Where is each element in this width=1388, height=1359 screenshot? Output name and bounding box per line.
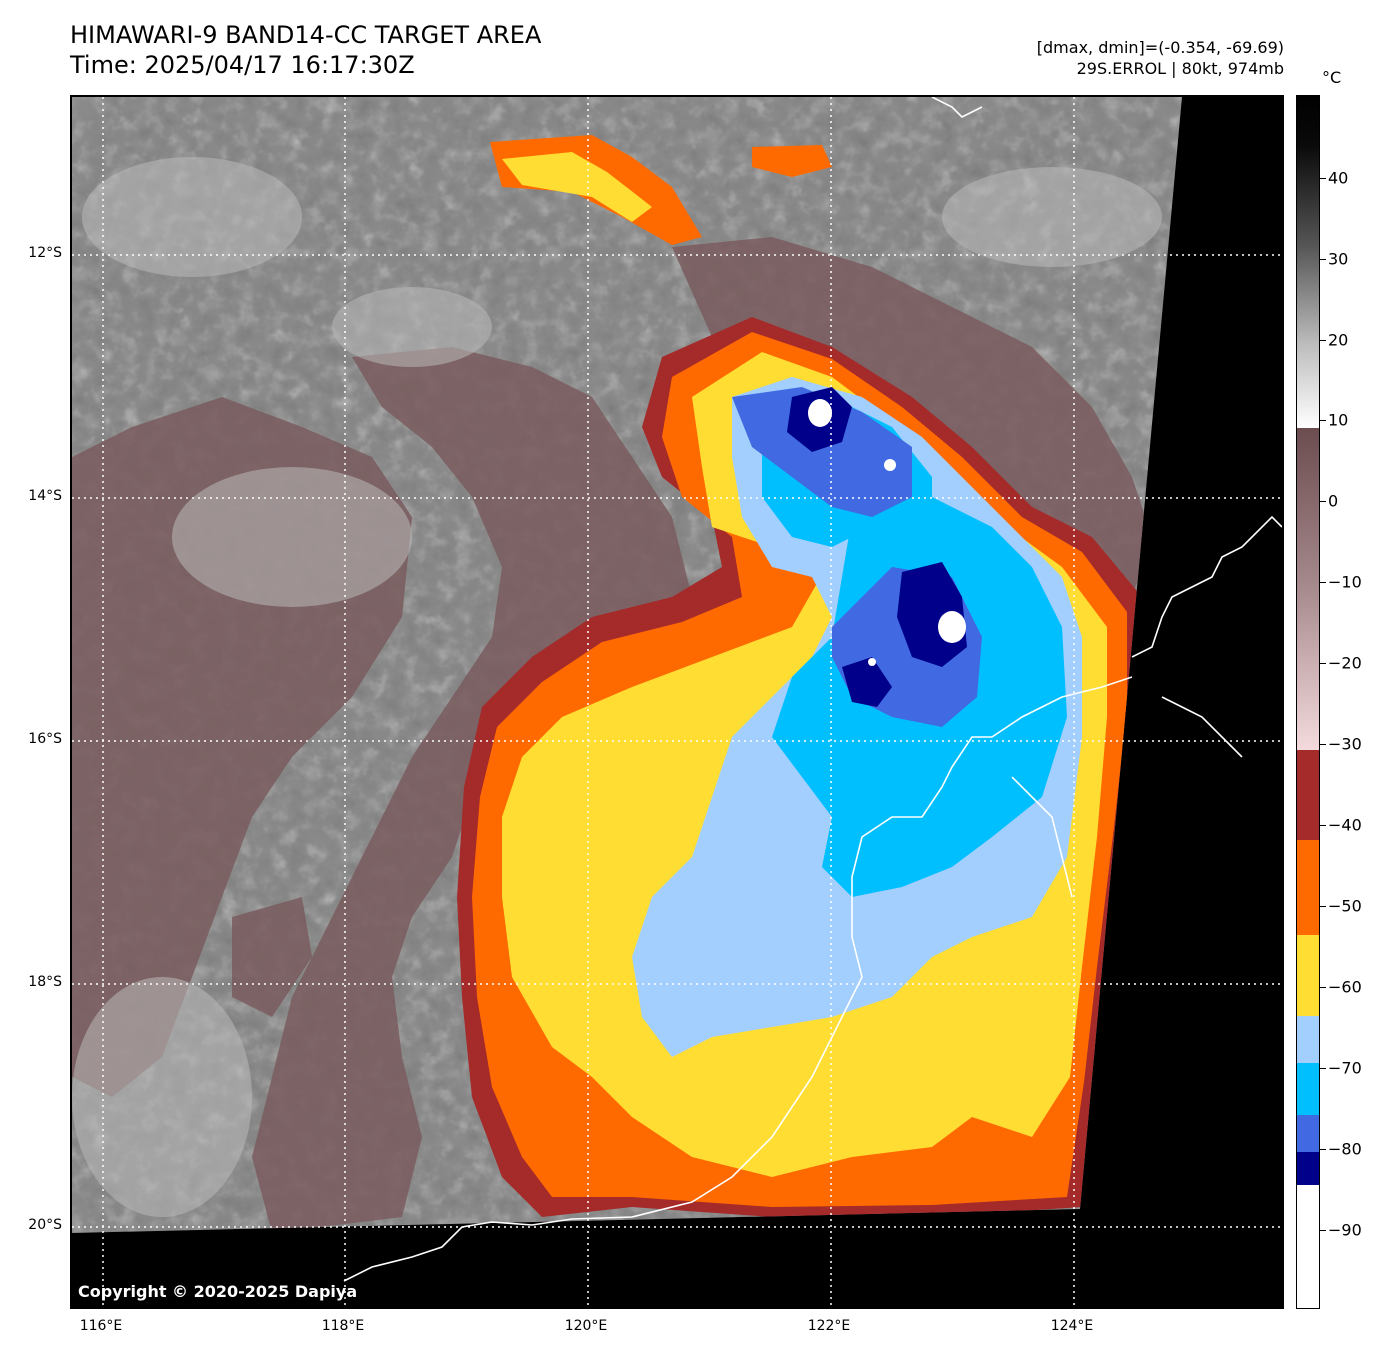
- lon-label-118e: 118°E: [321, 1318, 365, 1334]
- lat-label-14s: 14°S: [28, 488, 62, 504]
- coastline-icon: [343, 97, 1282, 1282]
- colorbar-unit: °C: [1322, 68, 1342, 87]
- colorbar-tick: 40: [1328, 168, 1349, 188]
- colorbar-tick: −60: [1328, 977, 1362, 997]
- storm-info-label: 29S.ERROL | 80kt, 974mb: [1076, 59, 1284, 78]
- gridline-icon: [72, 97, 1282, 1307]
- colorbar-tick: 30: [1328, 249, 1349, 269]
- map-timestamp: Time: 2025/04/17 16:17:30Z: [70, 51, 415, 79]
- colorbar-tick: −90: [1328, 1220, 1362, 1240]
- colorbar-tick: 20: [1328, 330, 1349, 350]
- colorbar-tick: −30: [1328, 734, 1362, 754]
- colorbar-tick: −50: [1328, 896, 1362, 916]
- lon-label-116e: 116°E: [79, 1318, 123, 1334]
- colorbar-tick: −20: [1328, 653, 1362, 673]
- lat-label-12s: 12°S: [28, 245, 62, 261]
- colorbar-tick: 0: [1328, 491, 1339, 511]
- colorbar-tick: 10: [1328, 410, 1349, 430]
- lon-label-122e: 122°E: [807, 1318, 851, 1334]
- colorbar-tick: −40: [1328, 815, 1362, 835]
- colorbar-tick: −80: [1328, 1139, 1362, 1159]
- lat-label-20s: 20°S: [28, 1217, 62, 1233]
- satellite-map: Copyright © 2020-2025 Dapiya: [70, 95, 1284, 1309]
- lon-label-124e: 124°E: [1050, 1318, 1094, 1334]
- data-range-label: [dmax, dmin]=(-0.354, -69.69): [1036, 38, 1284, 57]
- colorbar: [1296, 95, 1320, 1309]
- satellite-imagery: [72, 97, 1282, 1307]
- map-title: HIMAWARI-9 BAND14-CC TARGET AREA: [70, 21, 542, 49]
- colorbar-tick: −10: [1328, 572, 1362, 592]
- lat-label-18s: 18°S: [28, 974, 62, 990]
- copyright-label: Copyright © 2020-2025 Dapiya: [78, 1282, 358, 1301]
- lon-label-120e: 120°E: [564, 1318, 608, 1334]
- lat-label-16s: 16°S: [28, 731, 62, 747]
- colorbar-tick: −70: [1328, 1058, 1362, 1078]
